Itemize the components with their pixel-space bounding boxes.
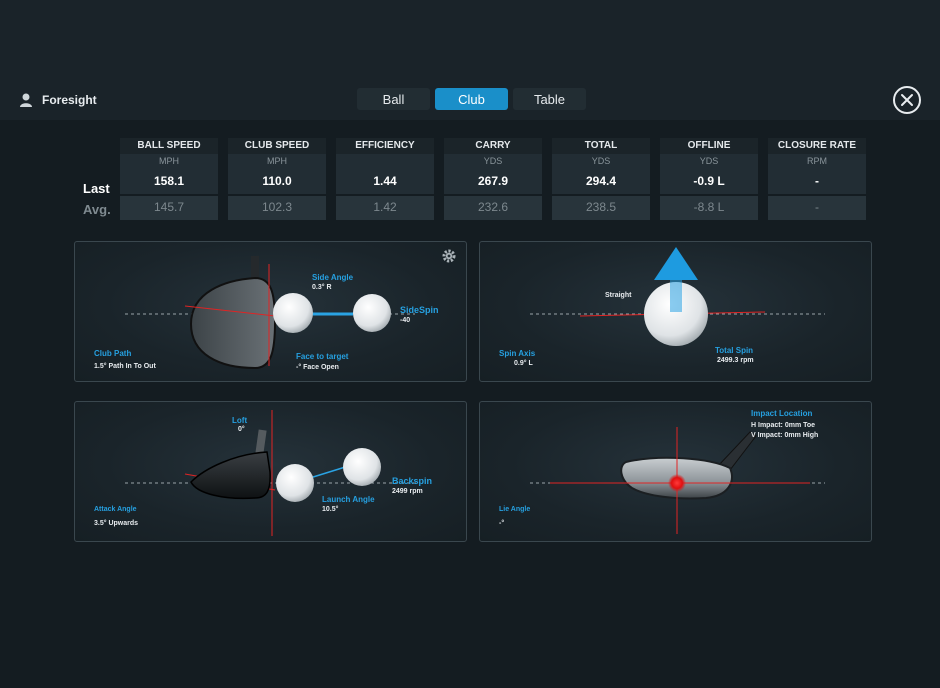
impact-location-label: Impact Location xyxy=(751,409,813,418)
attack-angle-value: 3.5° Upwards xyxy=(94,520,139,527)
metric-title: CLUB SPEED xyxy=(228,138,326,154)
sidespin-value: -40 xyxy=(400,317,411,324)
metric-unit: YDS xyxy=(552,154,650,168)
impact-point xyxy=(668,474,686,492)
lie-angle-value: -° xyxy=(499,520,505,527)
metric-title: CLOSURE RATE xyxy=(768,138,866,154)
driver-head-side xyxy=(190,429,271,500)
metric-title: OFFLINE xyxy=(660,138,758,154)
metric-last-value: 1.44 xyxy=(336,168,434,194)
metric-last-value: -0.9 L xyxy=(660,168,758,194)
metric-title: BALL SPEED xyxy=(120,138,218,154)
metric-last-value: 294.4 xyxy=(552,168,650,194)
spin-axis-value: 0.9° L xyxy=(514,360,533,367)
driver-face xyxy=(620,431,757,500)
club-path-label: Club Path xyxy=(94,349,132,358)
v-impact-value: V Impact: 0mm High xyxy=(751,432,819,439)
backspin-label: Backspin xyxy=(392,476,433,486)
panel-launch: Loft 0° Backspin 2499 rpm Launch Angle 1… xyxy=(74,401,467,542)
golf-ball xyxy=(353,294,391,332)
metric-club-speed: CLUB SPEED MPH 110.0 102.3 xyxy=(228,138,326,220)
panel-club-path: Side Angle 0.3° R SideSpin -40 Club Path… xyxy=(74,241,467,382)
metric-unit: MPH xyxy=(120,154,218,168)
metric-unit: YDS xyxy=(660,154,758,168)
side-angle-label: Side Angle xyxy=(312,273,354,282)
tab-table[interactable]: Table xyxy=(513,88,586,110)
panel-impact: Impact Location H Impact: 0mm Toe V Impa… xyxy=(479,401,872,542)
metric-last-value: - xyxy=(768,168,866,194)
metric-unit: YDS xyxy=(444,154,542,168)
impact-diagram xyxy=(530,427,825,534)
view-tabs: Ball Club Table xyxy=(357,88,586,110)
metric-last-value: 158.1 xyxy=(120,168,218,194)
face-to-target-label: Face to target xyxy=(296,352,349,361)
user-profile[interactable]: Foresight xyxy=(18,92,97,108)
spin-direction-arrow-icon xyxy=(654,247,698,312)
metric-avg-value: 145.7 xyxy=(120,196,218,220)
panel-spin-axis: Straight Spin Axis 0.9° L Total Spin 249… xyxy=(479,241,872,382)
close-icon xyxy=(901,94,913,106)
club-path-value: 1.5° Path In To Out xyxy=(94,363,156,370)
golf-ball xyxy=(343,448,381,486)
golf-ball xyxy=(273,293,313,333)
h-impact-value: H Impact: 0mm Toe xyxy=(751,422,816,429)
launch-diagram xyxy=(125,410,420,536)
tab-club[interactable]: Club xyxy=(435,88,508,110)
metric-unit: RPM xyxy=(768,154,866,168)
loft-value: 0° xyxy=(238,426,245,433)
lie-angle-label: Lie Angle xyxy=(499,506,531,513)
spin-axis-label: Spin Axis xyxy=(499,349,536,358)
golf-ball xyxy=(644,282,708,346)
face-to-target-value: -° Face Open xyxy=(296,364,339,371)
club-path-diagram xyxy=(125,256,415,370)
tab-ball[interactable]: Ball xyxy=(357,88,430,110)
metric-ball-speed: BALL SPEED MPH 158.1 145.7 xyxy=(120,138,218,220)
launch-angle-label: Launch Angle xyxy=(322,495,375,504)
metric-avg-value: 232.6 xyxy=(444,196,542,220)
row-label-last: Last xyxy=(83,181,110,196)
metric-title: CARRY xyxy=(444,138,542,154)
metric-last-value: 267.9 xyxy=(444,168,542,194)
metric-closure-rate: CLOSURE RATE RPM - - xyxy=(768,138,866,220)
spin-axis-diagram xyxy=(530,247,825,346)
total-spin-value: 2499.3 rpm xyxy=(717,357,754,364)
metric-avg-value: 1.42 xyxy=(336,196,434,220)
close-button[interactable] xyxy=(893,86,921,114)
sidespin-label: SideSpin xyxy=(400,305,439,315)
loft-label: Loft xyxy=(232,416,248,425)
launch-angle-value: 10.5° xyxy=(322,506,339,513)
metric-offline: OFFLINE YDS -0.9 L -8.8 L xyxy=(660,138,758,220)
metric-last-value: 110.0 xyxy=(228,168,326,194)
metric-avg-value: - xyxy=(768,196,866,220)
gear-icon xyxy=(442,249,456,263)
metric-unit xyxy=(336,154,434,168)
row-label-avg: Avg. xyxy=(83,202,111,217)
metric-efficiency: EFFICIENCY 1.44 1.42 xyxy=(336,138,434,220)
metric-avg-value: 238.5 xyxy=(552,196,650,220)
straight-label: Straight xyxy=(605,292,632,299)
metric-title: TOTAL xyxy=(552,138,650,154)
total-spin-label: Total Spin xyxy=(715,346,754,355)
metric-total: TOTAL YDS 294.4 238.5 xyxy=(552,138,650,220)
driver-head-top xyxy=(189,256,277,370)
metric-title: EFFICIENCY xyxy=(336,138,434,154)
golf-ball xyxy=(276,464,314,502)
metric-avg-value: -8.8 L xyxy=(660,196,758,220)
metric-carry: CARRY YDS 267.9 232.6 xyxy=(444,138,542,220)
metric-avg-value: 102.3 xyxy=(228,196,326,220)
metric-unit: MPH xyxy=(228,154,326,168)
settings-button[interactable] xyxy=(441,248,457,264)
user-icon xyxy=(20,93,32,107)
side-angle-value: 0.3° R xyxy=(312,284,332,291)
user-name: Foresight xyxy=(42,93,97,107)
backspin-value: 2499 rpm xyxy=(392,488,423,495)
attack-angle-label: Attack Angle xyxy=(94,506,137,513)
